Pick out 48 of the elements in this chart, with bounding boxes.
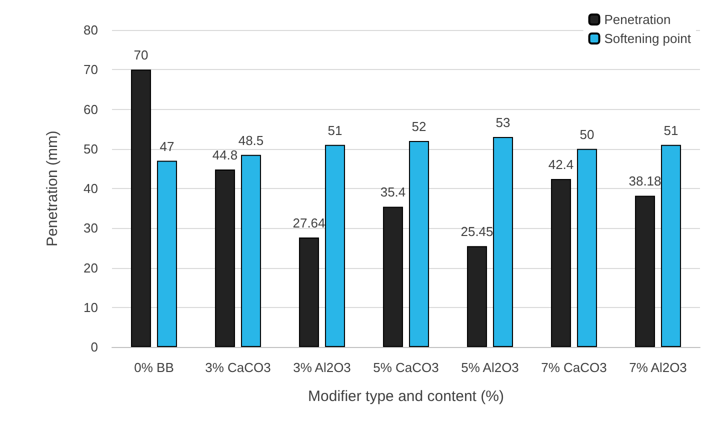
data-label: 47: [160, 138, 174, 154]
data-label: 48.5: [238, 132, 264, 148]
data-label: 51: [664, 122, 678, 138]
data-label: 25.45: [460, 224, 494, 240]
x-tick-label: 3% Al2O3: [293, 360, 351, 375]
y-tick-label: 10: [84, 300, 98, 315]
bar: [241, 154, 261, 347]
bar: [493, 136, 513, 347]
bar: [325, 144, 345, 347]
bar: [409, 140, 429, 347]
x-tick-label: 7% Al2O3: [629, 360, 687, 375]
data-label: 52: [412, 118, 426, 134]
data-label: 50: [580, 126, 594, 142]
y-axis-title: Penetration (mm): [44, 130, 61, 246]
y-tick-label: 0: [90, 340, 98, 354]
y-tick-label: 60: [84, 102, 98, 117]
data-label: 70: [134, 48, 148, 63]
bar: [577, 148, 597, 347]
x-tick-label: 0% BB: [134, 360, 174, 375]
x-tick-label: 7% CaCO3: [541, 360, 607, 375]
bar: [551, 178, 571, 347]
data-label: 42.4: [548, 156, 574, 172]
y-tick-label: 70: [84, 62, 98, 78]
bar: [157, 160, 177, 347]
x-tick-label: 5% Al2O3: [461, 360, 519, 375]
legend-label: Softening point: [604, 31, 692, 46]
data-label: 51: [328, 122, 342, 138]
x-axis-title: Modifier type and content (%): [308, 388, 504, 405]
data-label: 38.18: [628, 174, 662, 189]
legend-label: Penetration: [604, 12, 671, 27]
y-tick-label: 20: [84, 260, 98, 276]
y-tick-label: 50: [84, 141, 98, 156]
bar: [467, 246, 487, 347]
data-label: 35.4: [380, 184, 406, 200]
bar: [383, 206, 403, 347]
y-tick-label: 30: [84, 220, 98, 236]
bar: [661, 144, 681, 347]
bar: [131, 70, 151, 347]
x-tick-label: 3% CaCO3: [205, 360, 271, 375]
y-tick-label: 40: [84, 181, 98, 196]
y-tick-label: 80: [84, 22, 98, 38]
x-tick-label: 5% CaCO3: [373, 360, 439, 375]
data-label: 44.8: [212, 147, 238, 162]
bar: [299, 237, 319, 347]
data-label: 27.64: [292, 215, 326, 230]
bar: [635, 196, 655, 347]
bar: [215, 169, 235, 347]
data-label: 53: [496, 114, 510, 130]
